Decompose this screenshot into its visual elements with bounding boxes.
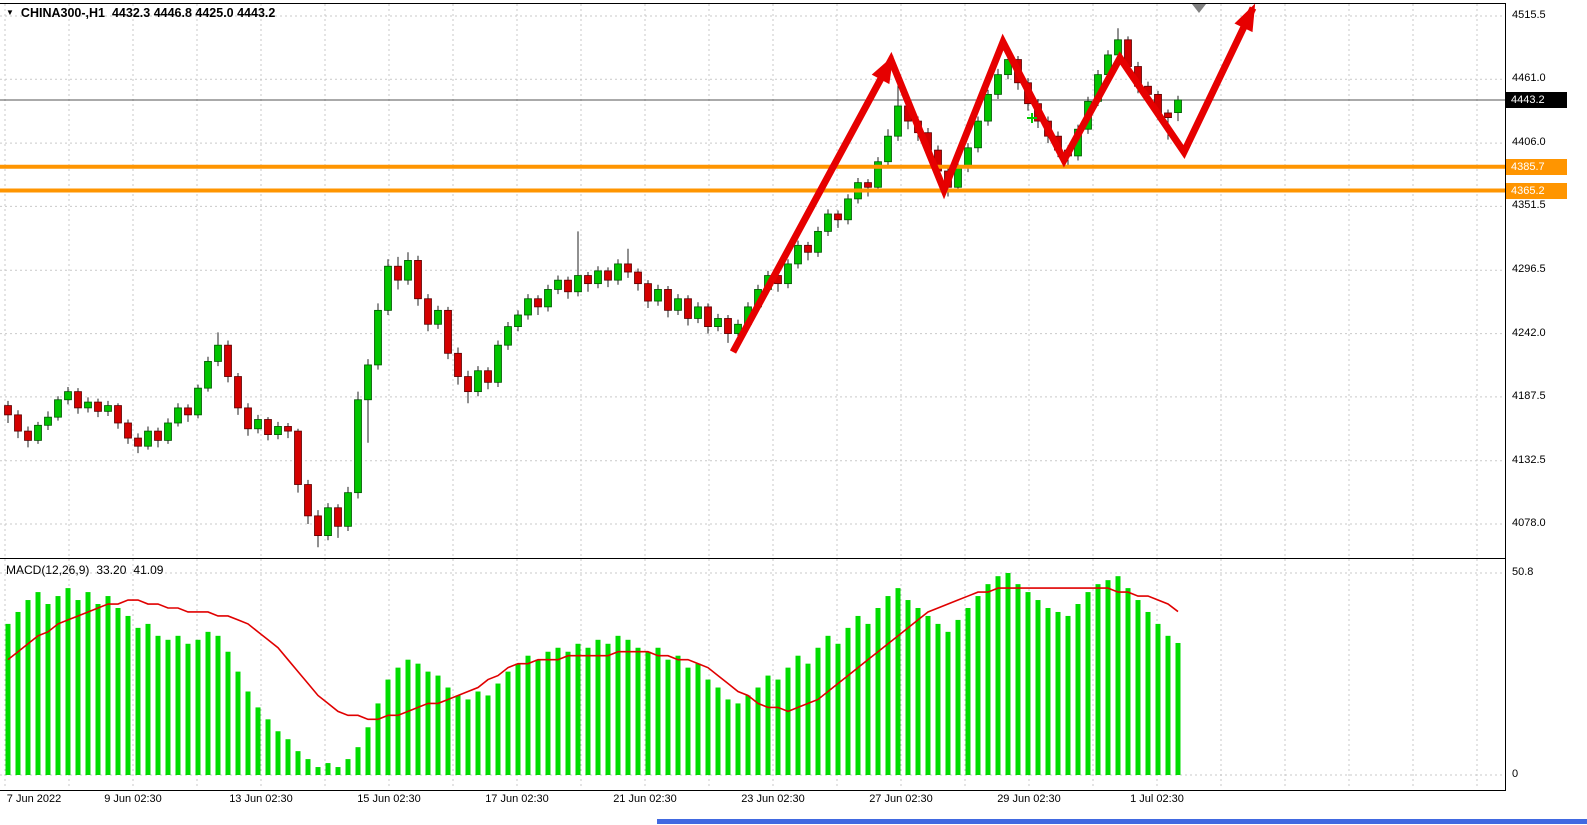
price-tick-label: 4515.5 [1512,9,1546,21]
time-label: 13 Jun 02:30 [229,793,293,805]
time-label: 27 Jun 02:30 [869,793,933,805]
time-label: 29 Jun 02:30 [997,793,1061,805]
time-label: 21 Jun 02:30 [613,793,677,805]
bottom-blue-strip [657,819,1587,824]
price-tick-label: 4351.5 [1512,199,1546,212]
price-tick-label: 4187.5 [1512,389,1546,402]
chart-menu-icon[interactable]: ▼ [6,8,14,17]
macd-name: MACD(12,26,9) [6,563,90,577]
time-label: 7 Jun 2022 [6,793,62,805]
time-label: 9 Jun 02:30 [104,793,162,805]
macd-indicator-label: MACD(12,26,9) 33.20 41.09 [6,563,163,577]
macd-signal-line [7,587,1179,721]
macd-signal-value: 41.09 [133,563,164,577]
candlesticks[interactable] [4,28,1182,548]
price-tick-label: 4296.5 [1512,263,1546,276]
macd-zero-label: 0 [1512,768,1519,780]
price-tick-label: 4132.5 [1512,453,1546,466]
chart-shift-marker-icon[interactable] [1192,4,1206,13]
arrowhead-icon [1234,3,1256,33]
level-price-badge-2: 4365.2 [1506,182,1567,199]
price-tick-label: 4461.0 [1512,72,1546,85]
time-label: 23 Jun 02:30 [741,793,805,805]
time-label: 17 Jun 02:30 [485,793,549,805]
arrowhead-icon [871,55,894,85]
current-price-badge: 4443.2 [1506,91,1567,108]
symbol-ohlc: 4432.3 4446.8 4425.0 4443.2 [111,6,276,20]
time-label: 15 Jun 02:30 [357,793,421,805]
macd-max-label: 50.8 [1512,566,1534,578]
level-price-badge-1: 4385.7 [1506,158,1567,175]
price-tick-label: 4078.0 [1512,517,1546,529]
time-label: 1 Jul 02:30 [1130,793,1184,805]
time-axis[interactable]: 7 Jun 2022 9 Jun 02:30 13 Jun 02:30 15 Jun … [0,793,1505,813]
macd-main-value: 33.20 [96,563,127,577]
panel-borders [0,3,1587,791]
symbol-info-bar: ▼ CHINA300-,H1 4432.3 4446.8 4425.0 4443… [6,6,275,20]
symbol-title: CHINA300-,H1 [20,6,105,20]
macd-histogram [5,573,1181,775]
price-tick-label: 4406.0 [1512,136,1546,149]
trend-zigzag-annotation[interactable] [729,6,1257,354]
cross-marker-icon [1027,113,1037,123]
price-tick-label: 4242.0 [1512,326,1546,339]
price-axis[interactable]: 4443.2 4385.7 4365.2 50.8 0 4515.5 4461.0… [1506,0,1587,791]
